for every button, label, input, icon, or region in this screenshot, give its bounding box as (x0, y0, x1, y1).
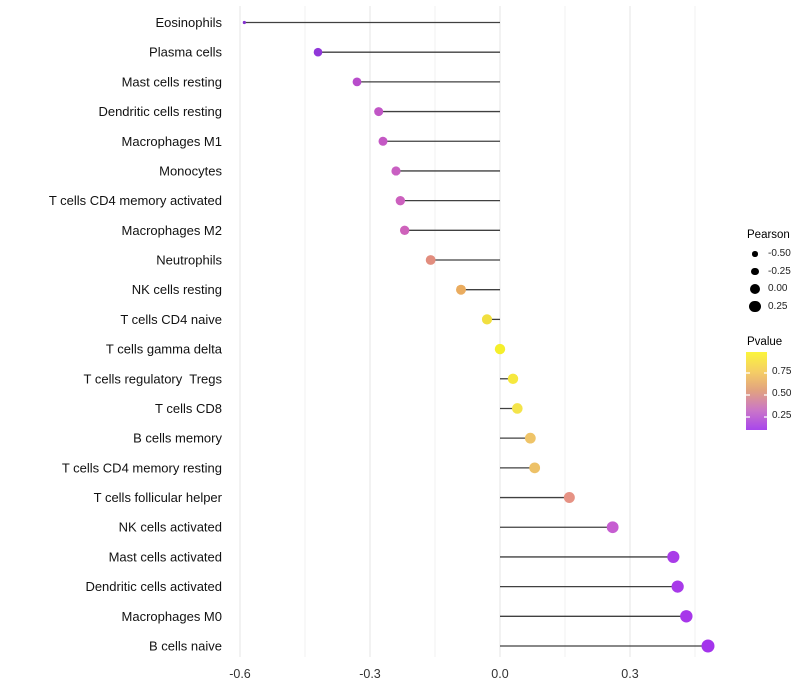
row-label: B cells memory (133, 431, 222, 446)
row-label: T cells follicular helper (94, 490, 223, 505)
row-label: B cells naive (149, 638, 222, 653)
row-label: T cells CD4 memory activated (49, 193, 222, 208)
data-point-t-cells-cd4-naive (481, 314, 493, 325)
data-point-t-cells-gamma-delta (494, 343, 506, 355)
data-point-t-cells-cd4-memory-resting (529, 462, 541, 474)
data-point-macrophages-m0 (680, 610, 693, 623)
x-axis-tick-label: -0.3 (359, 667, 381, 681)
data-point-b-cells-memory (524, 432, 536, 444)
data-point-b-cells-naive (701, 639, 715, 653)
data-point-plasma-cells (313, 47, 323, 57)
data-point-eosinophils (242, 20, 246, 25)
data-point-nk-cells-activated (606, 521, 619, 534)
row-label: Macrophages M2 (122, 223, 222, 238)
row-label: T cells CD4 naive (120, 312, 222, 327)
data-point-dendritic-cells-activated (671, 580, 684, 593)
row-label: Dendritic cells resting (98, 104, 222, 119)
row-label: T cells gamma delta (106, 342, 223, 357)
row-label: T cells CD4 memory resting (62, 460, 222, 475)
row-label: Monocytes (159, 163, 222, 178)
data-point-dendritic-cells-resting (374, 107, 384, 117)
row-label: T cells regulatory Tregs (84, 371, 223, 386)
row-label: NK cells activated (119, 520, 222, 535)
row-label: Dendritic cells activated (85, 579, 222, 594)
row-label: Macrophages M0 (122, 609, 222, 624)
data-point-neutrophils (425, 255, 436, 265)
data-point-t-cells-cd4-memory-activated (395, 195, 406, 206)
row-label: Macrophages M1 (122, 134, 222, 149)
data-point-t-cells-follicular-helper (563, 492, 575, 504)
data-point-mast-cells-activated (667, 550, 680, 564)
row-label: T cells CD8 (155, 401, 222, 416)
row-label: Neutrophils (156, 253, 222, 268)
row-label: Mast cells activated (109, 549, 222, 564)
data-point-monocytes (391, 166, 401, 176)
data-point-macrophages-m2 (399, 225, 410, 236)
data-point-macrophages-m1 (378, 136, 388, 146)
x-axis-tick-label: 0.0 (491, 667, 508, 681)
data-point-t-cells-regulatory-tregs (507, 373, 519, 384)
row-label: Eosinophils (156, 15, 223, 30)
data-point-nk-cells-resting (456, 284, 467, 295)
data-point-t-cells-cd8 (512, 403, 523, 414)
x-axis-tick-label: 0.3 (621, 667, 638, 681)
row-label: Mast cells resting (122, 74, 222, 89)
row-label: NK cells resting (132, 282, 222, 297)
data-point-mast-cells-resting (352, 77, 362, 87)
x-axis-tick-label: -0.6 (229, 667, 251, 681)
row-label: Plasma cells (149, 45, 222, 60)
